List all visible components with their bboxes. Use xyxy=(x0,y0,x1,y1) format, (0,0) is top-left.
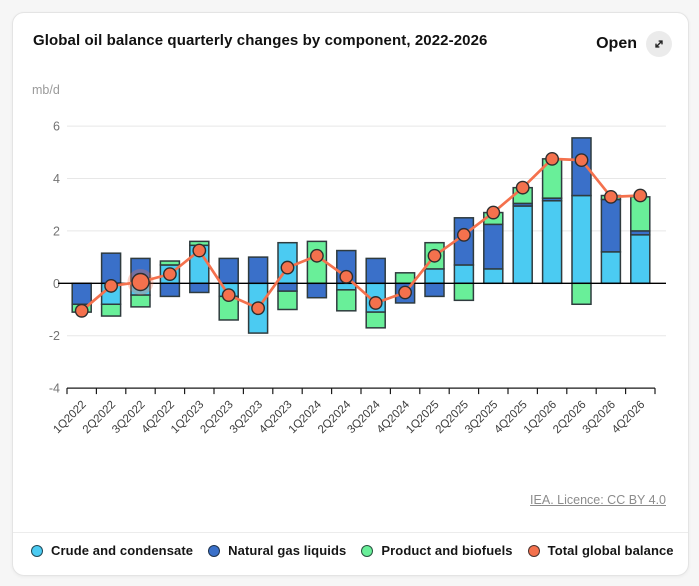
y-tick-label: 0 xyxy=(53,277,60,291)
bar-segment-1Q2024[interactable] xyxy=(306,282,328,299)
bar-segment-1Q2026[interactable] xyxy=(541,200,563,285)
total-point[interactable] xyxy=(368,296,383,310)
legend-label: Total global balance xyxy=(547,543,674,558)
chart-card: Global oil balance quarterly changes by … xyxy=(12,12,689,576)
card-header: Global oil balance quarterly changes by … xyxy=(33,31,672,57)
bar-segment-2Q2025[interactable] xyxy=(453,282,475,302)
stacked-bar-line-chart: -4-202461Q20222Q20223Q20224Q20221Q20232Q… xyxy=(49,120,666,436)
legend-item-total-global-balance[interactable]: Total global balance xyxy=(527,543,674,558)
bar-segment-3Q2026[interactable] xyxy=(600,251,622,285)
bar-segment-2Q2026[interactable] xyxy=(571,194,592,285)
total-point[interactable] xyxy=(604,189,618,204)
bar-segment-3Q2022[interactable] xyxy=(130,294,151,308)
bar-segment-2Q2025[interactable] xyxy=(453,264,475,285)
total-point[interactable] xyxy=(545,151,559,166)
total-point[interactable] xyxy=(221,288,236,302)
bar-segment-3Q2024[interactable] xyxy=(365,257,386,285)
y-axis-unit-label: mb/d xyxy=(32,83,60,97)
legend-marker-icon xyxy=(527,544,540,557)
legend-marker-icon xyxy=(361,544,374,557)
total-point[interactable] xyxy=(574,153,589,168)
legend-marker-icon xyxy=(31,544,43,557)
total-point[interactable] xyxy=(251,301,266,316)
open-button-label: Open xyxy=(596,35,637,52)
bar-segment-4Q2026[interactable] xyxy=(630,234,651,285)
bar-segment-1Q2023[interactable] xyxy=(189,282,210,294)
legend-divider xyxy=(13,532,688,533)
total-point[interactable] xyxy=(398,285,412,300)
bar-segment-4Q2023[interactable] xyxy=(277,282,298,292)
chart-legend: Crude and condensate Natural gas liquids P… xyxy=(31,543,680,558)
chart-plot-area: -4 -2 0 2 4 6 1Q2022 2Q2022 3Q2022 4Q2022 1Q2023 2Q… xyxy=(26,96,686,481)
bar-segment-4Q2023[interactable] xyxy=(277,290,298,311)
y-tick-label: 2 xyxy=(53,224,60,238)
bar-segment-2Q2026[interactable] xyxy=(571,282,592,306)
total-point[interactable] xyxy=(74,303,89,318)
y-tick-label: -2 xyxy=(49,329,60,343)
total-point[interactable] xyxy=(104,279,119,293)
legend-label: Natural gas liquids xyxy=(228,543,347,558)
expand-diagonal-icon[interactable] xyxy=(646,31,672,57)
total-point[interactable] xyxy=(162,267,177,282)
total-point[interactable] xyxy=(486,205,501,220)
x-tick-label: 4Q2026 xyxy=(610,399,647,436)
bar-segment-4Q2022[interactable] xyxy=(159,282,181,298)
total-point[interactable] xyxy=(427,248,442,263)
licence-link[interactable]: IEA. Licence: CC BY 4.0 xyxy=(530,493,666,507)
total-point[interactable] xyxy=(633,188,648,203)
bar-segment-4Q2022[interactable] xyxy=(159,260,181,266)
bar-segment-2Q2022[interactable] xyxy=(100,252,122,285)
total-point[interactable] xyxy=(456,227,471,242)
legend-item-crude-and-condensate[interactable]: Crude and condensate xyxy=(31,543,193,558)
y-tick-label: 4 xyxy=(53,172,60,186)
bar-segment-3Q2025[interactable] xyxy=(483,268,504,285)
legend-marker-icon xyxy=(208,544,221,557)
legend-label: Crude and condensate xyxy=(51,543,194,558)
total-point[interactable] xyxy=(339,269,354,284)
bar-segment-1Q2022[interactable] xyxy=(71,282,92,306)
bar-segment-2Q2024[interactable] xyxy=(336,289,357,312)
open-button[interactable]: Open xyxy=(596,31,672,57)
bar-segment-3Q2026[interactable] xyxy=(600,198,622,253)
bar-segment-4Q2025[interactable] xyxy=(512,205,533,285)
bar-segment-3Q2024[interactable] xyxy=(365,311,386,329)
total-point[interactable] xyxy=(309,248,324,263)
bar-segment-1Q2025[interactable] xyxy=(424,268,445,285)
legend-item-natural-gas-liquids[interactable]: Natural gas liquids xyxy=(208,543,346,558)
total-point[interactable] xyxy=(515,180,530,195)
chart-title: Global oil balance quarterly changes by … xyxy=(33,32,488,49)
bar-segment-4Q2024[interactable] xyxy=(394,272,416,285)
bar-segment-2Q2022[interactable] xyxy=(100,303,122,317)
bar-segment-3Q2023[interactable] xyxy=(247,256,269,285)
y-tick-label: 6 xyxy=(53,120,60,134)
legend-label: Product and biofuels xyxy=(381,543,513,558)
bar-segment-2Q2023[interactable] xyxy=(218,257,239,285)
bar-segment-3Q2025[interactable] xyxy=(483,223,504,270)
y-tick-label: -4 xyxy=(49,382,60,396)
total-point[interactable] xyxy=(192,243,207,258)
total-point-highlighted[interactable] xyxy=(131,272,150,292)
legend-item-product-and-biofuels[interactable]: Product and biofuels xyxy=(361,543,513,558)
bar-segment-1Q2025[interactable] xyxy=(424,282,445,298)
total-point[interactable] xyxy=(280,260,295,275)
